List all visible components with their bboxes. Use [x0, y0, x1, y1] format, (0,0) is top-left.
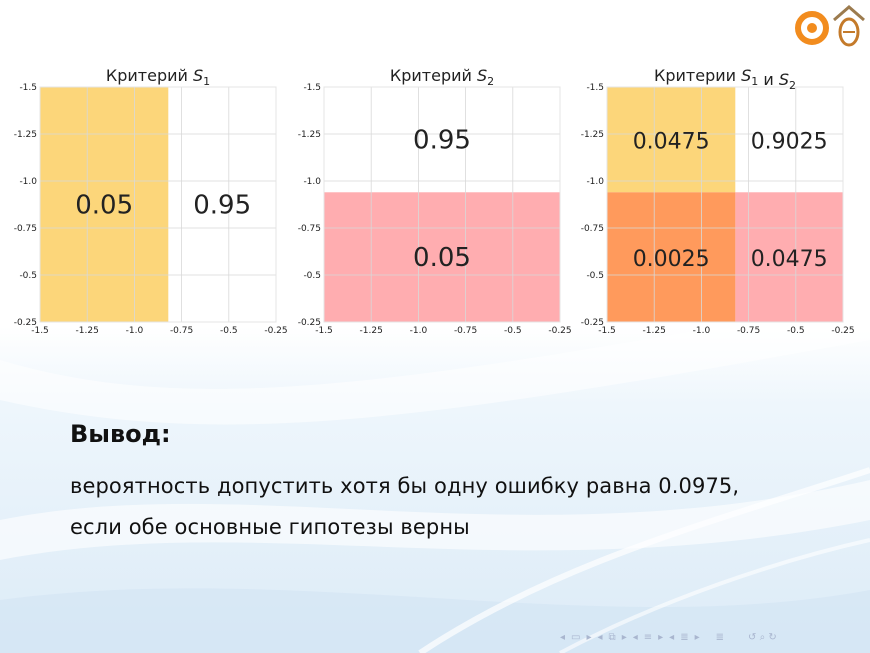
y-tick-label: -0.5	[303, 271, 321, 281]
y-tick-label: -0.75	[298, 224, 321, 234]
heatmap-region	[168, 87, 276, 322]
y-tick-label: -0.5	[586, 271, 604, 281]
chart-criterion-s2: 0.95 0.05 -1.5 -1.25 -1.0 -0.75 -0.5 -0.25 -1.5-…	[284, 62, 572, 337]
heatmap-region	[40, 87, 169, 322]
chart-title: Критерий S1	[106, 66, 210, 88]
house-logo	[833, 5, 865, 47]
frame-icon[interactable]: ▭	[571, 632, 581, 643]
x-tick-label: -1.0	[693, 326, 711, 336]
section-prev-icon[interactable]: ◂	[632, 632, 638, 643]
plot-border	[323, 86, 561, 323]
data-label: 0.0475	[633, 130, 710, 155]
data-label: 0.9025	[751, 130, 828, 155]
chart-criteria-s1-s2: 0.0475 0.9025 0.0025 0.0475 -1.5 -1.25 -1.0 -0.…	[567, 62, 855, 337]
y-tick-label: -1.25	[298, 130, 321, 140]
subsubsection-next-icon[interactable]: ▸	[694, 632, 700, 643]
x-tick-label: -0.5	[787, 326, 805, 336]
data-label: 0.95	[193, 191, 251, 221]
subsection-prev-icon[interactable]: ◂	[597, 632, 603, 643]
conclusion-line-1: вероятность допустить хотя бы одну ошибк…	[70, 474, 740, 498]
y-tick-label: -1.0	[19, 177, 37, 187]
y-tick-label: -0.75	[14, 224, 37, 234]
plot-border	[39, 86, 277, 323]
x-tick-label: -1.0	[410, 326, 428, 336]
x-tick-label: -1.5	[315, 326, 333, 336]
x-tick-label: -1.0	[126, 326, 144, 336]
data-label: 0.0475	[751, 247, 828, 272]
x-tick-label: -0.5	[504, 326, 522, 336]
heatmap-region	[324, 192, 560, 322]
heatmap-region	[607, 87, 736, 193]
toc-icon[interactable]: ≣	[715, 632, 725, 643]
plot-border	[606, 86, 844, 323]
chart-criterion-s1: 0.05 0.95 -1.5 -1.25 -1.0 -0.75 -0.5 -0.25 -1.5-…	[0, 62, 288, 337]
frame-next-icon[interactable]: ▸	[586, 632, 592, 643]
subsection-next-icon[interactable]: ▸	[621, 632, 627, 643]
data-label: 0.0025	[633, 247, 710, 272]
chart-svg-s1: 0.05 0.95-1.5 -1.25 -1.0 -0.75 -0.5 -0.25-1.5-…	[14, 66, 288, 336]
x-tick-label: -1.25	[643, 326, 666, 336]
data-label: 0.05	[75, 191, 133, 221]
x-tick-label: -1.5	[598, 326, 616, 336]
chart-svg-s2: 0.950.05-1.5 -1.25 -1.0 -0.75 -0.5 -0.25-1.5-…	[298, 66, 572, 336]
x-tick-label: -0.75	[454, 326, 477, 336]
heatmap-region	[324, 87, 560, 193]
data-label: 0.95	[413, 126, 471, 156]
subsubsection-icon[interactable]: ≣	[680, 632, 689, 643]
x-tick-label: -0.25	[831, 326, 854, 336]
y-tick-label: -0.75	[581, 224, 604, 234]
x-tick-label: -0.25	[264, 326, 287, 336]
heatmap-region	[735, 87, 843, 193]
y-tick-label: -0.25	[14, 318, 37, 328]
frame-prev-icon[interactable]: ◂	[560, 632, 566, 643]
beamer-navigation: ◂ ▭ ▸ ◂ ⧉ ▸ ◂ ≡ ▸ ◂ ≣ ▸ ≣ ↺ ⌕ ↻	[560, 632, 777, 643]
y-tick-label: -1.0	[586, 177, 604, 187]
chart-svg-s1-s2: 0.0475 0.9025 0.0025 0.0475 -1.5 -1.25 -1.0 -0.…	[581, 66, 855, 336]
subsection-icon[interactable]: ⧉	[608, 632, 616, 643]
y-tick-label: -1.0	[303, 177, 321, 187]
subsubsection-prev-icon[interactable]: ◂	[669, 632, 675, 643]
chart-title: Критерии S1 и S2	[654, 66, 796, 92]
x-tick-label: -1.5	[31, 326, 49, 336]
heatmap-region	[607, 192, 736, 322]
x-tick-label: -0.5	[220, 326, 238, 336]
heatmap-region	[735, 192, 843, 322]
section-icon[interactable]: ≡	[643, 632, 653, 643]
y-tick-label: -1.5	[586, 83, 604, 93]
data-label: 0.05	[413, 243, 471, 273]
x-tick-label: -1.25	[360, 326, 383, 336]
y-tick-label: -0.25	[298, 318, 321, 328]
x-tick-label: -0.75	[170, 326, 193, 336]
y-tick-label: -1.5	[19, 83, 37, 93]
spiral-logo	[795, 11, 829, 45]
search-icon[interactable]: ↺ ⌕ ↻	[748, 632, 777, 643]
chart-title: Критерий S2	[390, 66, 494, 88]
y-tick-label: -0.25	[581, 318, 604, 328]
y-tick-label: -1.25	[581, 130, 604, 140]
x-tick-label: -0.75	[737, 326, 760, 336]
x-tick-label: -0.25	[548, 326, 571, 336]
section-next-icon[interactable]: ▸	[658, 632, 664, 643]
y-tick-label: -1.25	[14, 130, 37, 140]
conclusion-block: Вывод: вероятность допустить хотя бы одн…	[70, 420, 739, 548]
y-tick-label: -0.5	[19, 271, 37, 281]
y-tick-label: -1.5	[303, 83, 321, 93]
conclusion-line-2: если обе основные гипотезы верны	[70, 515, 470, 539]
x-tick-label: -1.25	[76, 326, 99, 336]
conclusion-heading: Вывод:	[70, 420, 171, 448]
